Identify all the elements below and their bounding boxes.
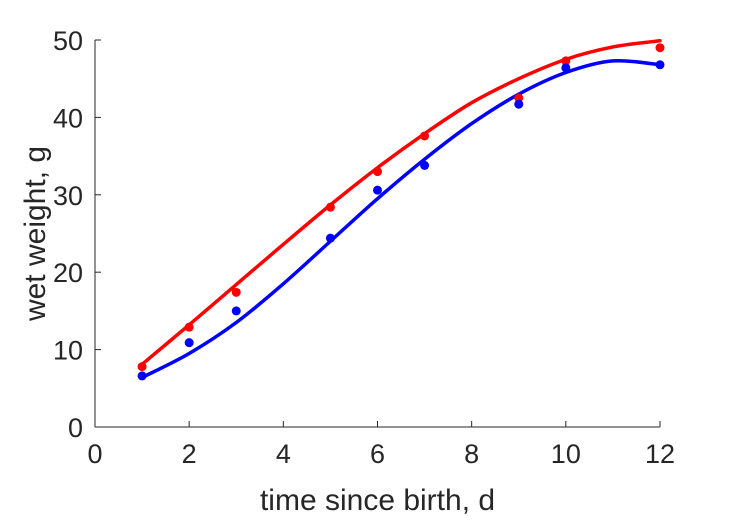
data-point-series-0 <box>137 362 147 372</box>
x-tick-label: 6 <box>370 439 385 469</box>
data-point-series-1 <box>137 371 147 381</box>
data-point-series-0 <box>514 93 524 103</box>
data-point-series-1 <box>514 99 524 109</box>
data-point-series-0 <box>373 167 382 177</box>
y-tick-label: 40 <box>53 103 83 133</box>
y-tick-label: 0 <box>68 413 83 443</box>
y-tick-label: 30 <box>53 181 83 211</box>
data-point-series-0 <box>561 56 571 66</box>
data-point-series-1 <box>325 233 335 243</box>
x-tick-label: 12 <box>645 439 675 469</box>
data-point-series-1 <box>655 60 665 70</box>
data-point-series-0 <box>420 131 430 141</box>
y-tick-label: 10 <box>53 336 83 366</box>
x-axis-label: time since birth, d <box>260 484 495 517</box>
y-tick-label: 20 <box>53 258 83 288</box>
x-tick-label: 0 <box>87 439 102 469</box>
data-point-series-1 <box>561 63 571 73</box>
x-tick-label: 8 <box>464 439 479 469</box>
y-ticks: 0 10 20 30 40 50 <box>53 26 101 443</box>
data-points <box>137 43 665 381</box>
axes <box>94 40 660 428</box>
fit-line-series-1 <box>140 58 662 380</box>
data-point-series-0 <box>655 43 665 53</box>
x-ticks: 0 2 4 6 8 10 12 <box>87 421 675 469</box>
x-tick-label: 4 <box>276 439 291 469</box>
data-point-series-1 <box>231 306 241 316</box>
y-axis-label: wet weight, g <box>19 146 52 322</box>
x-tick-label: 2 <box>182 439 197 469</box>
x-tick-label: 10 <box>551 439 581 469</box>
data-point-series-0 <box>231 287 241 297</box>
y-tick-label: 50 <box>53 26 83 56</box>
data-point-series-1 <box>373 185 382 195</box>
fit-lines <box>140 39 662 380</box>
data-point-series-0 <box>184 322 194 332</box>
data-point-series-0 <box>325 202 335 212</box>
fit-line-series-0 <box>140 39 662 367</box>
data-point-series-1 <box>420 160 430 170</box>
data-point-series-1 <box>184 338 194 348</box>
